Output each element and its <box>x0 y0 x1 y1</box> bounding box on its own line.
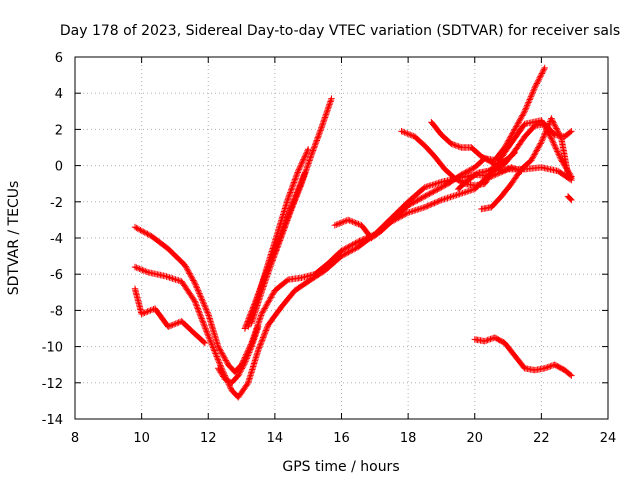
series-markers <box>428 119 525 175</box>
series-markers <box>131 164 575 376</box>
series-track-1 <box>131 164 575 376</box>
series-track-12 <box>564 193 575 204</box>
series-track-9 <box>428 119 525 175</box>
x-tick-label: 14 <box>267 431 284 446</box>
y-tick-label: -8 <box>50 304 63 319</box>
series-track-7 <box>331 64 548 242</box>
y-tick-label: 6 <box>55 51 63 66</box>
x-tick-label: 10 <box>133 431 150 446</box>
y-tick-labels: -14 -12 -10 -8 -6 -4 -2 0 2 4 6 <box>42 51 63 428</box>
series-track-10 <box>454 149 518 193</box>
y-tick-label: 2 <box>55 123 63 138</box>
series-markers <box>241 169 309 332</box>
x-tick-label: 24 <box>600 431 617 446</box>
x-tick-label: 8 <box>71 431 79 446</box>
series-track-3 <box>131 285 209 347</box>
series-markers <box>454 149 518 193</box>
series-track-13 <box>471 334 575 379</box>
y-tick-label: -10 <box>42 341 63 356</box>
series-track-11 <box>478 115 575 213</box>
chart-title: Day 178 of 2023, Sidereal Day-to-day VTE… <box>60 23 620 39</box>
series-markers <box>478 115 575 213</box>
x-axis-label: GPS time / hours <box>282 459 399 475</box>
x-tick-label: 22 <box>533 431 550 446</box>
series-markers <box>398 120 575 189</box>
series-markers <box>331 64 548 242</box>
y-axis-label: SDTVAR / TECUs <box>6 181 22 296</box>
y-tick-label: -4 <box>50 232 63 247</box>
x-tick-labels: 8 10 12 14 16 18 20 22 24 <box>71 431 616 446</box>
x-tick-label: 16 <box>333 431 350 446</box>
x-tick-label: 12 <box>200 431 217 446</box>
series-track-14 <box>215 323 262 386</box>
y-tick-label: 4 <box>55 87 63 102</box>
y-tick-label: -12 <box>42 377 63 392</box>
y-tick-label: -14 <box>42 413 63 428</box>
x-tick-label: 18 <box>400 431 417 446</box>
data-series <box>131 64 575 401</box>
series-track-6 <box>241 169 309 332</box>
axis-ticks <box>74 56 609 420</box>
y-tick-label: -2 <box>50 196 63 211</box>
series-track-8 <box>398 120 575 189</box>
y-tick-label: -6 <box>50 268 63 283</box>
series-markers <box>215 323 262 386</box>
x-tick-label: 20 <box>466 431 483 446</box>
series-markers <box>471 334 575 379</box>
series-markers <box>131 285 209 347</box>
y-tick-label: 0 <box>55 160 63 175</box>
series-markers <box>564 193 575 204</box>
